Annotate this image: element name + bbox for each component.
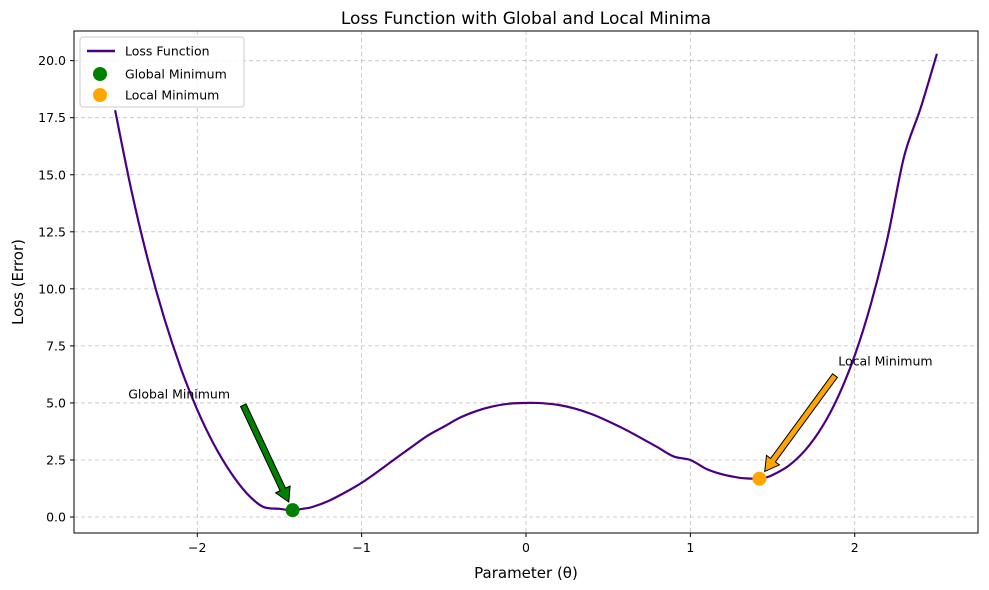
y-tick-label: 17.5 xyxy=(38,110,66,125)
legend-label-local: Local Minimum xyxy=(125,88,219,103)
global-minimum-point xyxy=(285,503,300,518)
legend-label-loss: Loss Function xyxy=(125,44,210,59)
legend: Loss Function Global Minimum Local Minim… xyxy=(79,36,245,108)
global-minimum-annotation: Global Minimum xyxy=(128,386,230,401)
local-minimum-point xyxy=(752,471,767,486)
plot-area xyxy=(114,53,938,518)
legend-marker-global xyxy=(93,67,107,81)
y-axis-label: Loss (Error) xyxy=(9,239,27,325)
local-minimum-arrow xyxy=(764,373,839,473)
y-tick-label: 5.0 xyxy=(46,395,66,410)
x-tick-label: 1 xyxy=(686,540,694,555)
y-tick-label: 10.0 xyxy=(38,281,66,296)
y-tick-label: 2.5 xyxy=(46,452,66,467)
x-axis-label: Parameter (θ) xyxy=(474,564,578,582)
loss-function-line xyxy=(114,53,938,512)
y-tick-label: 15.0 xyxy=(38,167,66,182)
y-tick-label: 7.5 xyxy=(46,338,66,353)
x-tick-label: 2 xyxy=(851,540,859,555)
chart-title: Loss Function with Global and Local Mini… xyxy=(341,9,711,29)
legend-box xyxy=(79,36,245,108)
x-tick-label: 0 xyxy=(522,540,530,555)
y-tick-label: 12.5 xyxy=(38,224,66,239)
x-tick-label: −1 xyxy=(352,540,370,555)
annotations: Global Minimum Local Minimum xyxy=(128,353,933,503)
x-tick-label: −2 xyxy=(188,540,206,555)
y-tick-label: 0.0 xyxy=(46,510,66,525)
local-minimum-annotation: Local Minimum xyxy=(838,353,932,368)
axis-ticks: −2 −1 0 1 20.02.55.07.510.012.515.017.520.0 xyxy=(38,53,859,555)
legend-label-global: Global Minimum xyxy=(125,67,227,82)
global-minimum-arrow xyxy=(239,403,291,503)
legend-marker-local xyxy=(93,88,107,102)
y-tick-label: 20.0 xyxy=(38,53,66,68)
